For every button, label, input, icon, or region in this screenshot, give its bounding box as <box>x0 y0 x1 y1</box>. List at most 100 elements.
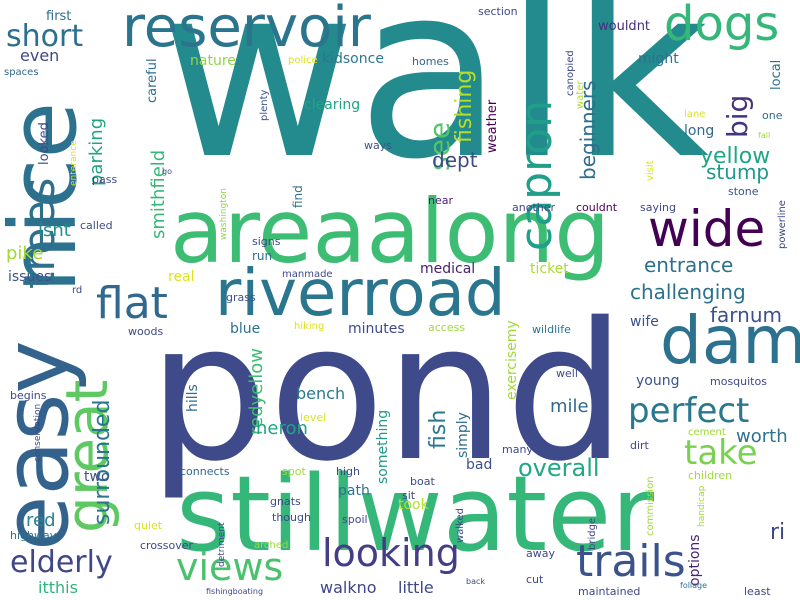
word: bench <box>296 384 346 403</box>
word: ways <box>364 139 392 152</box>
word: kidsonce <box>322 51 384 67</box>
word: stone <box>728 185 759 198</box>
word: views <box>176 545 284 589</box>
word: took <box>398 497 429 513</box>
word: big <box>721 94 754 138</box>
word: little <box>398 578 434 597</box>
word: though <box>272 511 311 524</box>
word: lane <box>684 109 706 120</box>
word: minutes <box>348 321 405 337</box>
word: wide <box>648 200 766 258</box>
word: away <box>526 547 555 560</box>
word: ticket <box>530 261 569 277</box>
word: least <box>744 585 771 598</box>
word: stillwater <box>176 453 654 575</box>
word: path <box>338 483 370 499</box>
word: rd <box>72 285 83 296</box>
word: called <box>80 219 113 232</box>
word: fishing <box>452 69 477 143</box>
word: clearing <box>304 97 361 113</box>
word: gnats <box>270 495 301 508</box>
word: foliage <box>680 581 708 590</box>
word: cut <box>526 573 544 586</box>
word: heron <box>256 418 308 439</box>
word: local <box>769 59 784 90</box>
word: bad <box>466 457 493 473</box>
word: overall <box>518 454 600 482</box>
word: yellow <box>700 144 771 169</box>
word: go <box>162 167 172 176</box>
word: areaalong <box>170 180 611 283</box>
word: issues <box>8 269 52 285</box>
word: farnum <box>710 303 783 327</box>
word: run <box>252 249 273 263</box>
word: reservoir <box>122 0 371 60</box>
word: visit <box>645 160 656 181</box>
word: manmade <box>282 269 333 280</box>
word: might <box>638 51 679 67</box>
word: looking <box>322 531 460 575</box>
word: weather <box>485 99 500 153</box>
word: walkno <box>320 578 377 597</box>
word: begins <box>10 389 47 402</box>
word: short <box>6 19 84 54</box>
word: pass <box>92 173 118 186</box>
word: itthis <box>38 578 78 597</box>
word: surrounded <box>90 399 115 525</box>
word: first <box>46 9 72 24</box>
word: connects <box>180 465 230 478</box>
word: near <box>428 194 454 207</box>
word: mile <box>550 396 589 417</box>
word: woods <box>128 325 164 338</box>
word: bridge <box>587 517 598 550</box>
word: even <box>20 46 60 65</box>
word: well <box>556 367 578 380</box>
word: wildlife <box>532 323 571 336</box>
word: commission <box>645 476 656 536</box>
word: wouldnt <box>598 19 651 34</box>
word: stump <box>706 160 770 184</box>
word: another <box>512 201 556 214</box>
word: conservation <box>33 403 43 462</box>
word: trails <box>576 536 686 587</box>
word: plenty <box>259 89 270 121</box>
word: water <box>575 80 586 110</box>
word: flat <box>96 278 168 329</box>
word: looked <box>37 122 52 165</box>
word: young <box>636 373 680 389</box>
word: back <box>466 577 486 586</box>
word: walked <box>455 507 466 543</box>
word: maintained <box>578 585 641 598</box>
word: find <box>291 185 305 208</box>
word: crossover <box>140 539 194 552</box>
word: two <box>84 469 110 485</box>
word: isnt <box>38 220 71 241</box>
word: mosquitos <box>710 375 767 388</box>
word: cement <box>688 427 726 438</box>
word: careful <box>145 58 160 103</box>
word: powerline <box>777 200 788 249</box>
word: one <box>762 109 783 122</box>
word: hiking <box>294 321 325 332</box>
word: level <box>300 411 327 424</box>
word: options <box>687 534 703 586</box>
word: pond <box>148 282 626 503</box>
word: children <box>688 469 733 482</box>
word: spoil <box>342 513 368 526</box>
word: spaces <box>4 67 39 78</box>
word: fish <box>426 409 451 449</box>
word: homes <box>412 55 449 68</box>
word: elderly <box>10 545 113 580</box>
word: medical <box>420 261 476 277</box>
word: sit <box>402 489 416 502</box>
word: many <box>502 443 533 456</box>
word: high <box>336 465 360 478</box>
word: saying <box>640 201 676 214</box>
word: capron <box>511 99 562 251</box>
word: dept <box>432 148 478 172</box>
word: real <box>168 269 195 285</box>
word: section <box>478 5 518 18</box>
word: blue <box>230 321 261 337</box>
word: fishingboating <box>206 587 264 596</box>
